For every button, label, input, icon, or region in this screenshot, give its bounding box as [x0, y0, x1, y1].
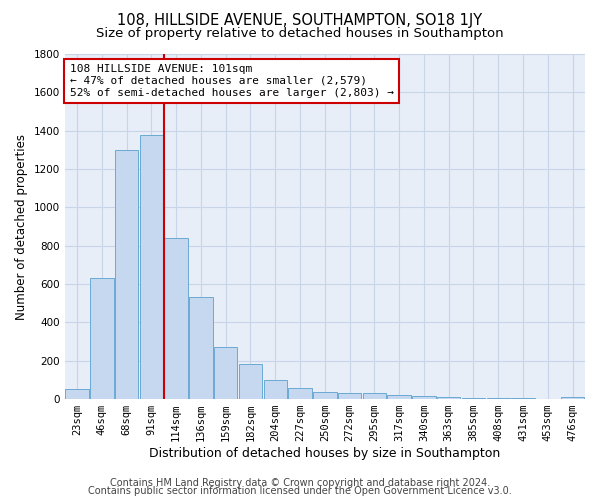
- Bar: [189, 298, 213, 399]
- Bar: [536, 398, 560, 399]
- Bar: [511, 398, 535, 399]
- Bar: [115, 150, 139, 399]
- Text: Contains HM Land Registry data © Crown copyright and database right 2024.: Contains HM Land Registry data © Crown c…: [110, 478, 490, 488]
- Bar: [164, 238, 188, 399]
- Bar: [288, 388, 312, 399]
- Bar: [462, 398, 485, 399]
- Y-axis label: Number of detached properties: Number of detached properties: [15, 134, 28, 320]
- Bar: [362, 394, 386, 399]
- Bar: [561, 397, 584, 399]
- Bar: [412, 396, 436, 399]
- Bar: [65, 390, 89, 399]
- Text: Contains public sector information licensed under the Open Government Licence v3: Contains public sector information licen…: [88, 486, 512, 496]
- Bar: [140, 134, 163, 399]
- X-axis label: Distribution of detached houses by size in Southampton: Distribution of detached houses by size …: [149, 447, 500, 460]
- Bar: [487, 398, 510, 399]
- Bar: [313, 392, 337, 399]
- Bar: [263, 380, 287, 399]
- Bar: [437, 397, 460, 399]
- Bar: [90, 278, 113, 399]
- Text: 108, HILLSIDE AVENUE, SOUTHAMPTON, SO18 1JY: 108, HILLSIDE AVENUE, SOUTHAMPTON, SO18 …: [118, 12, 482, 28]
- Text: 108 HILLSIDE AVENUE: 101sqm
← 47% of detached houses are smaller (2,579)
52% of : 108 HILLSIDE AVENUE: 101sqm ← 47% of det…: [70, 64, 394, 98]
- Text: Size of property relative to detached houses in Southampton: Size of property relative to detached ho…: [96, 28, 504, 40]
- Bar: [214, 348, 238, 399]
- Bar: [338, 394, 361, 399]
- Bar: [239, 364, 262, 399]
- Bar: [388, 395, 411, 399]
